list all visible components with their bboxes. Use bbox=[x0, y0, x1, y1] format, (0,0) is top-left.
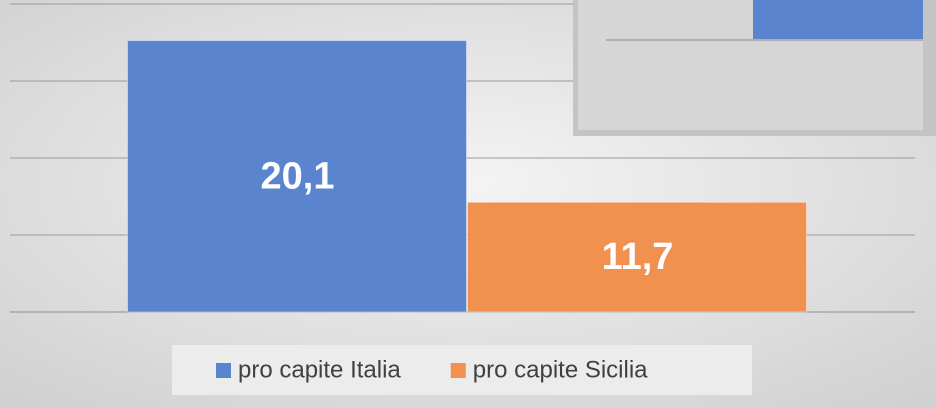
plot-area: 20,1 11,7 bbox=[10, 3, 915, 313]
bar bbox=[467, 201, 807, 313]
legend-swatch bbox=[450, 363, 466, 378]
legend-swatch bbox=[216, 363, 231, 378]
inset-overlay bbox=[573, 0, 936, 136]
bar bbox=[127, 40, 467, 313]
legend: pro capite Italia pro capite Sicilia bbox=[216, 356, 648, 383]
legend-label: pro capite Sicilia bbox=[473, 356, 648, 383]
data-label: 20,1 bbox=[261, 155, 335, 197]
legend-label: pro capite Italia bbox=[238, 356, 401, 383]
inset-bar bbox=[753, 0, 923, 39]
data-label: 11,7 bbox=[602, 236, 674, 278]
